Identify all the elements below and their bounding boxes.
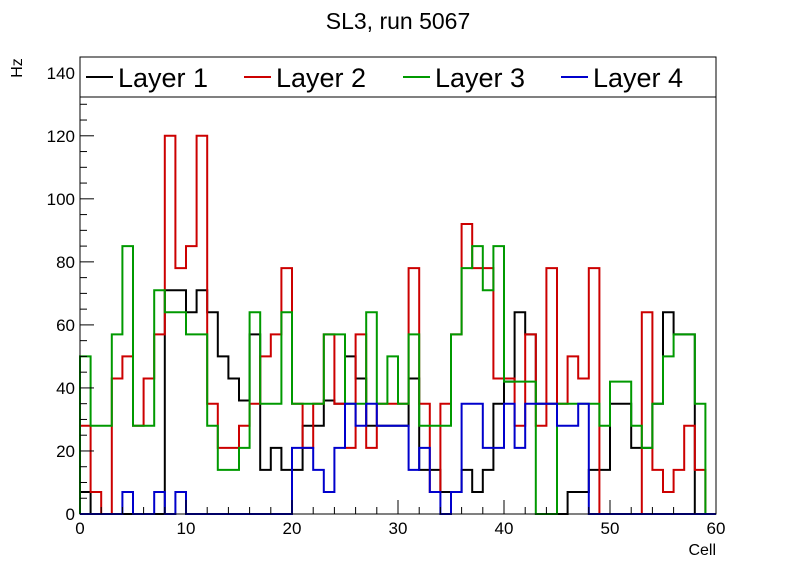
y-tick-label: 80 [56,253,75,272]
legend: Layer 1 Layer 2 Layer 3 Layer 4 [79,56,717,98]
legend-label: Layer 3 [435,63,525,93]
x-tick-label: 10 [177,519,196,538]
y-tick-label: 60 [56,316,75,335]
x-tick-label: 20 [283,519,302,538]
chart-title: SL3, run 5067 [326,8,471,34]
y-tick-label: 120 [47,127,75,146]
y-axis-label: Hz [9,58,26,78]
legend-item: Layer 1 [86,63,208,93]
axes: 0 10 20 30 40 50 60 0 20 40 60 80 100 120 140 [47,56,726,538]
y-tick-label: 40 [56,379,75,398]
y-tick-label: 140 [47,64,75,83]
x-tick-label: 50 [601,519,620,538]
legend-item: Layer 2 [244,63,366,93]
legend-label: Layer 2 [276,63,366,93]
x-tick-label: 40 [495,519,514,538]
legend-box [79,56,717,98]
legend-item: Layer 4 [561,63,683,93]
legend-item: Layer 3 [403,63,525,93]
y-tick-label: 100 [47,190,75,209]
x-axis-label: Cell [688,542,716,559]
x-tick-label: 0 [75,519,84,538]
legend-label: Layer 1 [118,63,208,93]
legend-label: Layer 4 [593,63,683,93]
y-tick-label: 0 [66,505,75,524]
x-tick-label: 30 [389,519,408,538]
x-tick-label: 60 [707,519,726,538]
y-tick-label: 20 [56,442,75,461]
series-layer-3 [79,245,716,515]
series-group [79,134,716,515]
series-layer-4 [80,402,716,515]
